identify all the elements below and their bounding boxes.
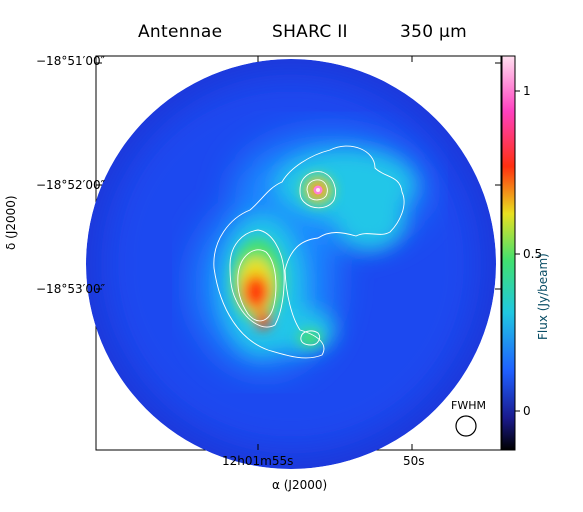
contours [213, 145, 405, 359]
y-tick-label: −18°52′00″ [36, 178, 106, 192]
colorbar-tick-label: 0 [523, 404, 531, 418]
x-axis-label: α (J2000) [272, 478, 328, 492]
x-tick-label: 50s [403, 454, 425, 468]
y-tick-label: −18°53′00″ [36, 282, 106, 296]
mid-contour [229, 229, 285, 328]
title-instrument: SHARC II [272, 22, 348, 42]
colorbar [501, 55, 516, 451]
x-tick-label: 12h01m55s [222, 454, 294, 468]
y-tick-label: −18°51′00″ [36, 54, 106, 68]
beam-circle [455, 415, 477, 437]
y-axis-label: δ (J2000) [4, 195, 18, 250]
colorbar-label: Flux (Jy/beam) [536, 253, 550, 340]
beam-label: FWHM [451, 399, 486, 412]
outer-contour [213, 145, 405, 359]
inner-contour [237, 249, 277, 322]
north-inner-contour [306, 179, 328, 201]
title-wavelength: 350 μm [400, 22, 468, 42]
east-contour [300, 330, 321, 346]
colorbar-tick-label: 0.5 [523, 247, 543, 261]
colorbar-ticks [515, 90, 520, 412]
y-tick-marks [96, 62, 501, 290]
north-contour [299, 171, 336, 209]
colorbar-tick-label: 1 [523, 84, 531, 98]
emission-map [86, 59, 496, 469]
title-object: Antennae [138, 22, 223, 42]
x-tick-marks [257, 56, 413, 450]
